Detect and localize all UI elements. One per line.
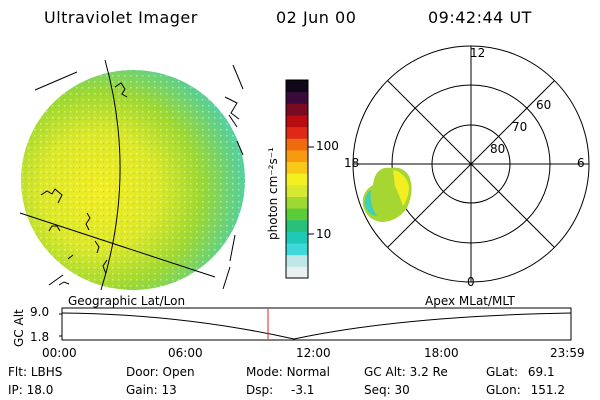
status-glon: GLon: 151.2: [486, 383, 565, 397]
polar-plot: [352, 45, 590, 283]
colorbar-swatch: [286, 266, 308, 279]
seq-label: Seq:: [364, 383, 391, 397]
colorbar-swatch: [286, 80, 308, 93]
door-label: Door:: [126, 365, 159, 379]
polar-label-noon: 12: [470, 46, 486, 60]
altitude-panel-right-title: Apex MLat/MLT: [425, 294, 515, 308]
colorbar-swatch: [286, 161, 308, 174]
mode-label: Mode:: [246, 365, 283, 379]
status-dsp: Dsp: -3.1: [246, 383, 314, 397]
mode-value: Normal: [286, 365, 330, 379]
colorbar-swatch: [286, 196, 308, 209]
glat-label: GLat:: [486, 365, 519, 379]
polar-diag-2: [387, 80, 555, 248]
altitude-axis-label: GC Alt: [12, 309, 26, 347]
colorbar-swatch: [286, 91, 308, 104]
date-label: 02 Jun 00: [276, 8, 357, 27]
altitude-x-tick-4: 23:59: [550, 346, 585, 360]
ip-label: IP:: [8, 383, 23, 397]
polar-label-dusk: 18: [344, 156, 360, 170]
earth-uv-image: [19, 59, 245, 291]
altitude-y-tick-1: 1.8: [30, 330, 50, 344]
seq-value: 30: [394, 383, 410, 397]
colorbar-swatch: [286, 208, 308, 221]
gain-value: 13: [161, 383, 177, 397]
dsp-label: Dsp:: [246, 383, 274, 397]
altitude-plot-frame: [61, 307, 572, 341]
colorbar-swatch: [286, 103, 308, 116]
time-label: 09:42:44 UT: [428, 8, 532, 27]
instrument-title: Ultraviolet Imager: [44, 8, 198, 27]
polar-label-midnight: 0: [467, 275, 475, 289]
colorbar-swatch: [286, 243, 308, 256]
colorbar-swatch: [286, 114, 308, 128]
status-flt: Flt: LBHS: [8, 365, 62, 379]
gcalt-label: GC Alt:: [364, 365, 406, 379]
polar-lat-60: 60: [536, 98, 552, 112]
colorbar-swatch: [286, 149, 308, 163]
status-door: Door: Open: [126, 365, 195, 379]
colorbar-swatch: [286, 219, 308, 232]
glat-value: 69.1: [527, 365, 555, 379]
altitude-panel-left-title: Geographic Lat/Lon: [68, 294, 186, 308]
glon-value: 151.2: [530, 383, 565, 397]
status-mode: Mode: Normal: [246, 365, 330, 379]
altitude-x-tick-3: 18:00: [424, 346, 459, 360]
status-glat: GLat: 69.1: [486, 365, 555, 379]
colorbar-unit-label: photon cm⁻²s⁻¹: [266, 147, 280, 240]
geo-latitude-line: [19, 212, 216, 278]
door-value: Open: [162, 365, 195, 379]
status-gcalt: GC Alt: 3.2 Re: [364, 365, 448, 379]
status-gain: Gain: 13: [126, 383, 177, 397]
altitude-x-tick-1: 06:00: [168, 346, 203, 360]
status-ip: IP: 18.0: [8, 383, 53, 397]
altitude-curve: [61, 312, 572, 340]
polar-lat-80: 80: [490, 142, 506, 156]
geo-meridian-line: [100, 59, 121, 291]
altitude-x-tick-0: 00:00: [42, 346, 77, 360]
colorbar-swatch: [286, 184, 308, 197]
colorbar-swatch: [286, 138, 308, 151]
colorbar-swatch: [286, 173, 308, 186]
limb-ticks: [34, 64, 244, 290]
colorbar-tick-label-10: 10: [316, 227, 332, 241]
polar-lat-70: 70: [512, 120, 528, 134]
glon-label: GLon:: [486, 383, 521, 397]
gain-label: Gain:: [126, 383, 158, 397]
altitude-y-tick-9: 9.0: [30, 305, 50, 319]
polar-label-dawn: 6: [577, 156, 585, 170]
coastline: [40, 82, 128, 286]
altitude-plot: [59, 307, 572, 341]
colorbar-swatch: [286, 231, 308, 244]
flt-label: Flt:: [8, 365, 27, 379]
flt-value: LBHS: [30, 365, 63, 379]
colorbar-tick-label-100: 100: [316, 139, 339, 153]
dsp-value: -3.1: [290, 383, 315, 397]
altitude-x-tick-2: 12:00: [296, 346, 331, 360]
color-bar: [285, 79, 314, 279]
status-seq: Seq: 30: [364, 383, 410, 397]
gcalt-value: 3.2 Re: [409, 365, 448, 379]
colorbar-swatch: [286, 254, 308, 267]
ip-value: 18.0: [26, 383, 54, 397]
colorbar-swatch: [286, 126, 308, 139]
